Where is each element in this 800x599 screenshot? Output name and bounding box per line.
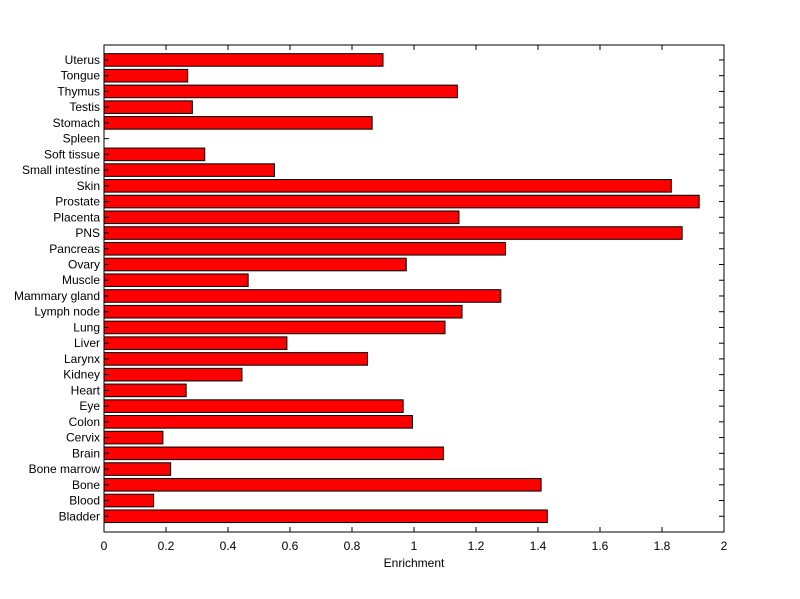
y-tick-label: Small intestine <box>22 163 100 177</box>
x-tick-label: 0 <box>101 539 108 553</box>
y-tick-label: Mammary gland <box>14 289 100 303</box>
y-tick-label: Lung <box>73 320 100 334</box>
bar-tongue <box>103 68 189 83</box>
bar-lung <box>103 320 446 335</box>
bars-group <box>103 53 700 524</box>
bar-cervix <box>103 430 164 445</box>
y-tick-label: Stomach <box>53 116 100 130</box>
y-tick-label: Soft tissue <box>44 147 100 161</box>
y-tick-label: Liver <box>74 336 100 350</box>
y-tick-label: Cervix <box>66 431 100 445</box>
x-tick-label: 0.6 <box>282 539 299 553</box>
bar-heart <box>103 383 187 398</box>
y-tick-label: Bladder <box>59 509 100 523</box>
y-tick-label: Pancreas <box>49 242 100 256</box>
y-tick-label: PNS <box>75 226 100 240</box>
y-tick-label: Placenta <box>53 210 100 224</box>
bar-thymus <box>103 84 458 99</box>
y-tick-label: Lymph node <box>34 305 100 319</box>
y-tick-label: Eye <box>79 399 100 413</box>
bar-pns <box>103 226 683 240</box>
bar-brain <box>103 446 444 461</box>
bar-uterus <box>103 53 384 67</box>
bar-liver <box>103 336 288 350</box>
bar-bone <box>103 478 542 492</box>
y-tick-label: Skin <box>77 179 100 193</box>
bar-colon <box>103 415 413 429</box>
bar-stomach <box>103 116 373 130</box>
x-axis-ticks: 0 0.2 0.4 0.6 0.8 1 1.2 1.4 1.6 1.8 2 <box>101 45 728 553</box>
x-tick-label: 1.8 <box>654 539 671 553</box>
y-tick-label: Bone <box>72 478 100 492</box>
bar-skin <box>103 179 672 193</box>
x-tick-label: 1.6 <box>592 539 609 553</box>
y-tick-label: Uterus <box>65 53 100 67</box>
bar-lymph-node <box>103 304 463 319</box>
bar-bladder <box>103 509 548 524</box>
bar-placenta <box>103 210 460 225</box>
y-tick-label: Blood <box>69 494 100 508</box>
y-tick-label: Thymus <box>57 84 100 98</box>
x-tick-label: 1.4 <box>530 539 547 553</box>
bar-testis <box>103 100 193 114</box>
y-tick-label: Tongue <box>61 69 101 83</box>
bar-soft-tissue <box>103 147 206 162</box>
bar-ovary <box>103 257 407 272</box>
y-tick-label: Muscle <box>62 273 100 287</box>
x-tick-label: 0.4 <box>220 539 237 553</box>
bar-muscle <box>103 273 249 288</box>
bar-larynx <box>103 352 368 366</box>
bar-pancreas <box>103 241 506 256</box>
x-tick-label: 1 <box>411 539 418 553</box>
y-tick-label: Kidney <box>63 368 100 382</box>
y-tick-label: Heart <box>71 383 101 397</box>
bar-prostate <box>103 194 700 209</box>
x-tick-label: 0.2 <box>158 539 175 553</box>
y-tick-label: Brain <box>72 446 100 460</box>
x-axis-label: Enrichment <box>384 556 445 570</box>
y-tick-label: Larynx <box>64 352 100 366</box>
y-tick-label: Testis <box>69 100 100 114</box>
y-tick-label: Colon <box>69 415 100 429</box>
y-tick-label: Spleen <box>63 132 100 146</box>
bar-kidney <box>103 367 243 382</box>
y-tick-label: Ovary <box>68 258 100 272</box>
y-tick-label: Bone marrow <box>29 462 101 476</box>
x-tick-label: 1.2 <box>468 539 485 553</box>
x-tick-label: 2 <box>721 539 728 553</box>
bar-mammary-gland <box>103 289 502 303</box>
bar-eye <box>103 399 404 413</box>
bar-small-intestine <box>103 163 275 177</box>
bar-bone-marrow <box>103 462 172 476</box>
bar-blood <box>103 493 155 508</box>
x-tick-label: 0.8 <box>344 539 361 553</box>
y-tick-label: Prostate <box>55 195 100 209</box>
